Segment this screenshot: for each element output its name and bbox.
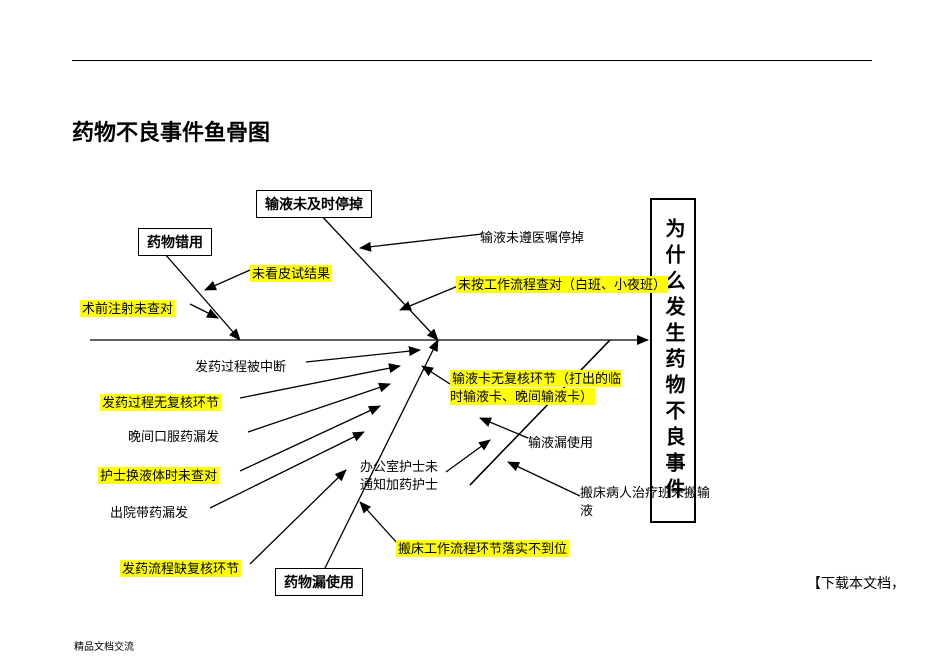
c11: 办公室护士未通知加药护士: [360, 458, 446, 493]
cat-notstop: 输液未及时停掉: [256, 190, 372, 218]
c8: 输液卡无复核环节（打出的临时输液卡、晚间输液卡）: [450, 370, 630, 405]
fishbone-head: 为什么发生药物不良事件: [650, 198, 696, 523]
c5: 发药过程被中断: [195, 356, 305, 375]
c14: 搬床工作流程环节落实不到位: [396, 538, 586, 557]
c7: 晚间口服药漏发: [128, 426, 248, 445]
footer-text: 精品文档交流: [74, 638, 134, 653]
page-title: 药物不良事件鱼骨图: [72, 115, 270, 147]
top-rule: [72, 60, 872, 61]
download-note: 【下载本文档，: [807, 573, 905, 593]
c15: 发药流程缺复核环节: [120, 558, 250, 577]
cat-misuse: 药物错用: [138, 228, 212, 256]
c1: 术前注射未查对: [80, 298, 190, 317]
c13: 搬床病人治疗班未搬输液: [580, 484, 710, 519]
c2: 未看皮试结果: [250, 263, 342, 282]
c3: 输液未遵医嘱停掉: [480, 227, 610, 246]
fishbone-diagram: 为什么发生药物不良事件 药物错用 输液未及时停掉药物漏使用 术前注射未查对 未看皮试结果…: [50, 170, 870, 610]
c6: 发药过程无复核环节: [100, 392, 240, 411]
cat-missuse2: 药物漏使用: [275, 568, 363, 596]
c9: 护士换液体时未查对: [98, 465, 240, 484]
c4: 未按工作流程查对（白班、小夜班）: [456, 274, 606, 293]
c12: 出院带药漏发: [110, 502, 210, 521]
c10: 输液漏使用: [528, 432, 608, 451]
